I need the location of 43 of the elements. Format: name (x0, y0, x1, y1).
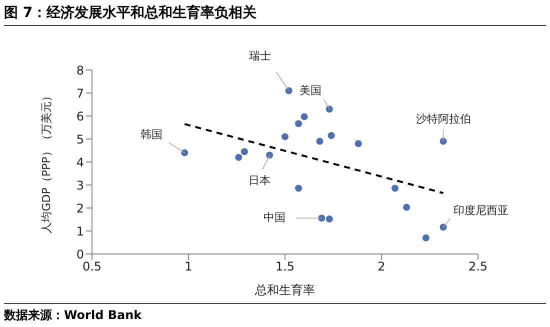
point (282, 133, 288, 140)
annotation: 沙特阿拉伯 (416, 112, 471, 126)
point (354, 140, 362, 148)
x-tick-label: 2.5 (468, 260, 488, 274)
point (328, 132, 335, 140)
point (392, 184, 399, 192)
x-tick-label: 1 (184, 260, 192, 274)
y-tick-label: 5 (76, 132, 84, 146)
x-tick-label: 2 (378, 260, 386, 274)
annotation: 韩国 (140, 128, 163, 141)
point (326, 106, 333, 113)
annotation: 印度尼西亚 (453, 204, 508, 218)
y-tick-label: 8 (76, 63, 84, 78)
y-tick-label: 6 (76, 109, 84, 124)
point (295, 120, 302, 128)
point (240, 148, 248, 156)
annotation: 中国 (264, 211, 286, 224)
y-tick-label: 0 (76, 247, 84, 262)
y-tick-label: 2 (76, 201, 84, 216)
point (266, 152, 274, 159)
x-tick-label: 1.5 (275, 260, 295, 274)
y-tick-label: 3 (76, 178, 84, 192)
y-tick-label: 1 (76, 224, 84, 238)
x-tick-label: 0.5 (82, 260, 102, 274)
point (440, 224, 447, 231)
point (422, 234, 430, 242)
point (235, 154, 242, 161)
point (181, 149, 188, 156)
annotation: 日本 (248, 174, 271, 188)
point (440, 138, 447, 145)
y-tick-label: 7 (76, 86, 84, 100)
point (300, 113, 308, 120)
chart-title: 图 7：经济发展水平和总和生育率负相关 (4, 4, 546, 26)
point (403, 204, 410, 211)
source-note: 数据来源：World Bank (4, 308, 142, 322)
point (295, 184, 302, 192)
annotation: 瑞士 (248, 50, 271, 63)
y-axis-title: 人均GDP（PPP）（万美元） (40, 90, 53, 234)
annotation: 美国 (299, 84, 322, 98)
point (316, 138, 324, 145)
y-tick-label: 4 (76, 155, 84, 170)
x-axis-title: 总和生育率 (254, 283, 315, 297)
point (326, 216, 333, 223)
